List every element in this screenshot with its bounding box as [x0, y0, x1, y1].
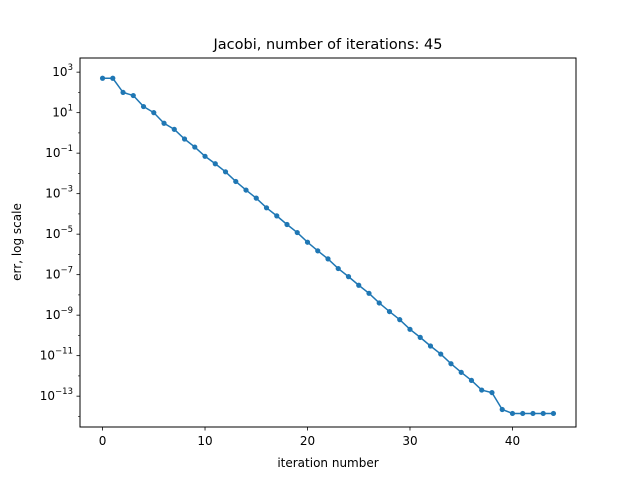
data-point: [222, 169, 229, 175]
data-point: [233, 178, 239, 185]
data-point: [110, 75, 116, 81]
data-point: [458, 369, 464, 375]
data-point: [540, 410, 546, 417]
y-tick-label: 10−9: [45, 306, 73, 322]
data-point: [202, 153, 208, 159]
data-point: [274, 213, 280, 219]
data-point: [489, 389, 495, 396]
x-tick-label: 10: [197, 434, 212, 448]
data-point: [315, 248, 321, 254]
data-point: [263, 205, 270, 211]
data-point: [130, 92, 136, 99]
data-point: [99, 75, 106, 81]
data-point: [366, 290, 372, 296]
series-line: [99, 75, 557, 417]
y-tick-label: 10−11: [40, 347, 73, 363]
x-axis: 0 10 20 30 40: [99, 427, 520, 448]
data-point: [427, 343, 434, 349]
data-point: [335, 265, 341, 272]
y-axis-label: err, log scale: [10, 203, 24, 281]
data-point: [376, 300, 382, 306]
data-point: [243, 187, 249, 193]
series-path: [102, 77, 554, 415]
x-axis-label: iteration number: [277, 456, 378, 470]
data-point: [448, 361, 454, 367]
x-tick-label: 20: [300, 434, 315, 448]
data-point: [417, 334, 423, 340]
data-point: [438, 351, 444, 357]
data-point: [407, 326, 413, 332]
data-point: [479, 387, 485, 393]
y-tick-label: 10−7: [45, 266, 73, 282]
data-point: [192, 144, 198, 150]
y-tick-label: 103: [52, 63, 73, 79]
data-point: [140, 103, 147, 110]
y-tick-label: 10−13: [40, 387, 73, 403]
data-point: [161, 120, 167, 126]
data-point: [304, 239, 311, 245]
data-point: [181, 136, 188, 142]
y-tick-label: 101: [52, 104, 73, 120]
plot-frame: [79, 57, 577, 428]
data-point: [171, 126, 177, 132]
data-point: [386, 308, 393, 315]
y-tick-label: 10−1: [45, 144, 73, 160]
data-point: [151, 110, 157, 116]
data-point: [520, 410, 526, 417]
data-point: [530, 410, 536, 417]
x-tick-label: 30: [402, 434, 417, 448]
data-point: [325, 256, 331, 262]
x-tick-label: 0: [99, 434, 107, 448]
data-point: [397, 317, 403, 323]
data-point: [499, 406, 505, 413]
data-point: [356, 282, 362, 288]
data-point: [294, 229, 300, 236]
data-point: [509, 410, 516, 417]
chart-title: Jacobi, number of iterations: 45: [213, 37, 443, 53]
data-point: [120, 89, 126, 96]
data-point: [550, 410, 557, 417]
y-tick-label: 10−5: [45, 225, 73, 241]
data-point: [468, 377, 475, 384]
data-point: [284, 221, 290, 228]
y-tick-label: 10−3: [45, 185, 73, 201]
x-tick-label: 40: [505, 434, 520, 448]
data-point: [253, 195, 259, 201]
y-axis: 103 101 10−1 10−3 10−5 10−7 10−9 10−11 10−13: [40, 63, 80, 417]
data-point: [212, 161, 218, 167]
data-point: [345, 274, 352, 280]
